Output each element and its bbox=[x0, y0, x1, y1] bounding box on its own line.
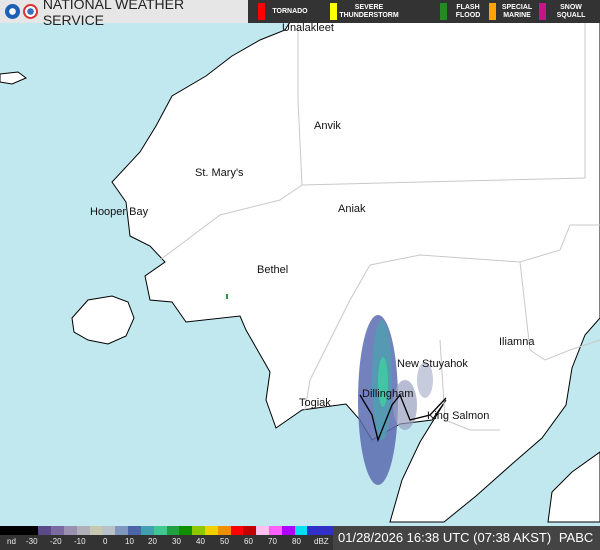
scale-tick: 60 bbox=[244, 537, 253, 546]
site-title: NATIONAL WEATHER SERVICE bbox=[42, 0, 185, 28]
special-marine-swatch bbox=[489, 3, 496, 20]
brand: NATIONAL WEATHER SERVICE bbox=[0, 0, 248, 28]
reflectivity-legend: nd -30 -20 -10 0 10 20 30 40 50 60 70 80… bbox=[0, 526, 334, 550]
tornado-swatch bbox=[258, 3, 265, 20]
nws-logo-icon bbox=[22, 4, 38, 19]
timestamp-bar: 01/28/2026 16:38 UTC (07:38 AKST) PABC bbox=[333, 526, 600, 550]
scale-tick: -30 bbox=[26, 537, 38, 546]
city-label: Dillingham bbox=[362, 388, 414, 400]
color-scale-bar bbox=[0, 526, 334, 535]
flash-flood-swatch bbox=[440, 3, 447, 20]
city-label: New Stuyahok bbox=[397, 358, 468, 370]
snow-squall-swatch bbox=[539, 3, 546, 20]
scale-tick: nd bbox=[7, 537, 16, 546]
city-label: Anvik bbox=[314, 120, 341, 132]
city-label: Iliamna bbox=[499, 336, 535, 348]
nunivak-island bbox=[71, 295, 135, 345]
timestamp: 01/28/2026 16:38 UTC (07:38 AKST) bbox=[338, 530, 552, 545]
alert-label: SNOW SQUALL bbox=[556, 3, 586, 19]
scale-tick: dBZ bbox=[314, 537, 329, 546]
scale-tick: 40 bbox=[196, 537, 205, 546]
alert-label: SPECIAL MARINE bbox=[501, 3, 533, 19]
mainland bbox=[111, 21, 600, 523]
kenai-land bbox=[547, 451, 600, 523]
radar-echoes bbox=[226, 294, 433, 485]
alert-label: FLASH FLOOD bbox=[455, 3, 481, 19]
city-label: Unalakleet bbox=[282, 22, 334, 34]
scale-tick: 0 bbox=[103, 537, 108, 546]
scale-tick: 80 bbox=[292, 537, 301, 546]
scale-tick: 70 bbox=[268, 537, 277, 546]
city-label: Hooper Bay bbox=[90, 206, 149, 218]
alert-label: SEVERE THUNDERSTORM bbox=[339, 3, 399, 19]
city-label: King Salmon bbox=[427, 410, 490, 422]
alert-label: TORNADO bbox=[272, 7, 308, 15]
city-label: Aniak bbox=[338, 203, 366, 215]
island-nw bbox=[0, 71, 27, 85]
scale-tick: 10 bbox=[125, 537, 134, 546]
noaa-logo-icon bbox=[5, 4, 20, 19]
city-label: Bethel bbox=[257, 264, 289, 276]
scale-tick: 30 bbox=[172, 537, 181, 546]
severe-thunderstorm-swatch bbox=[330, 3, 337, 20]
scale-tick: -20 bbox=[50, 537, 62, 546]
scale-tick: 20 bbox=[148, 537, 157, 546]
alert-legend: TORNADO SEVERE THUNDERSTORM FLASH FLOOD … bbox=[248, 0, 600, 23]
header: NATIONAL WEATHER SERVICE TORNADO SEVERE … bbox=[0, 0, 600, 28]
station-id: PABC bbox=[558, 530, 594, 545]
borders bbox=[159, 22, 600, 431]
city-label: St. Mary's bbox=[195, 167, 244, 179]
scale-tick: -10 bbox=[74, 537, 86, 546]
city-label: Togiak bbox=[299, 397, 331, 409]
scale-tick: 50 bbox=[220, 537, 229, 546]
